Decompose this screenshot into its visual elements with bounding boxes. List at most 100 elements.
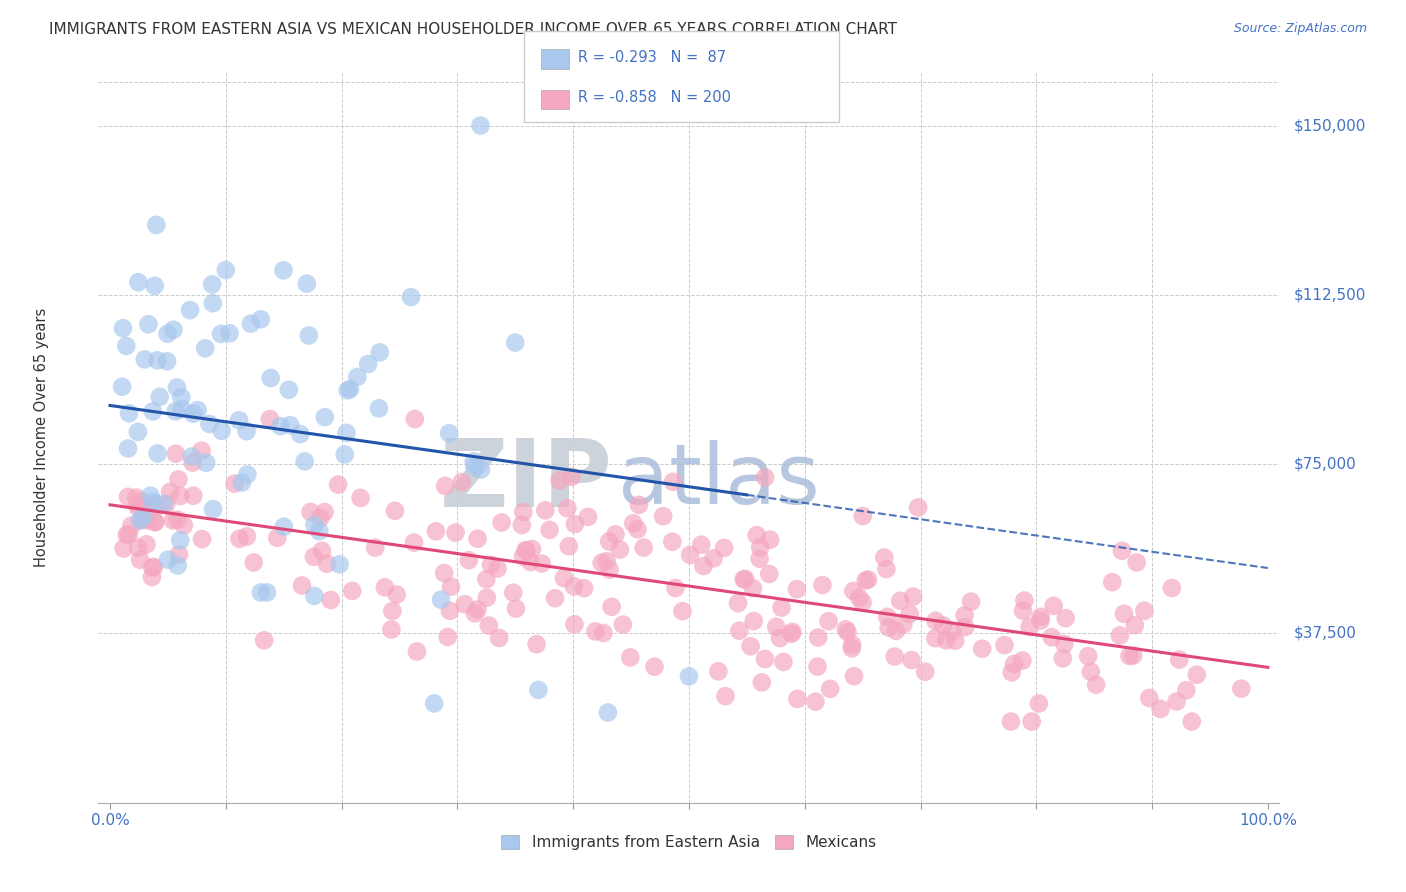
Point — [605, 527, 627, 541]
Point — [898, 607, 921, 621]
Point — [503, 335, 526, 350]
Point — [1111, 544, 1133, 558]
Point — [152, 497, 174, 511]
Point — [1123, 618, 1146, 632]
Point — [326, 477, 349, 491]
Point — [146, 353, 169, 368]
Point — [555, 501, 578, 516]
Point — [852, 508, 875, 523]
Point — [786, 582, 808, 597]
Point — [1000, 714, 1022, 729]
Point — [1166, 694, 1188, 708]
Point — [198, 417, 221, 431]
Point — [278, 418, 301, 433]
Point — [129, 494, 152, 508]
Point — [953, 620, 976, 634]
Point — [1085, 678, 1108, 692]
Point — [592, 626, 614, 640]
Point — [211, 424, 233, 438]
Point — [901, 590, 924, 604]
Point — [600, 599, 623, 614]
Point — [1054, 611, 1077, 625]
Point — [181, 456, 204, 470]
Point — [558, 539, 581, 553]
Point — [576, 509, 599, 524]
Point — [1042, 599, 1064, 613]
Point — [467, 532, 489, 546]
Point — [138, 318, 160, 332]
Point — [346, 370, 368, 384]
Point — [117, 442, 139, 456]
Point — [806, 659, 828, 673]
Point — [1101, 575, 1123, 590]
Point — [467, 602, 489, 616]
Point — [470, 462, 492, 476]
Point — [914, 665, 936, 679]
Point — [561, 470, 583, 484]
Point — [1168, 652, 1191, 666]
Text: $112,500: $112,500 — [1294, 287, 1365, 302]
Point — [749, 541, 772, 555]
Point — [118, 527, 141, 541]
Point — [748, 551, 770, 566]
Point — [187, 403, 209, 417]
Point — [167, 472, 190, 486]
Point — [627, 498, 650, 512]
Point — [146, 499, 169, 513]
Point — [121, 518, 143, 533]
Point — [165, 447, 187, 461]
Point — [900, 653, 922, 667]
Point — [817, 614, 839, 628]
Point — [139, 489, 162, 503]
Point — [583, 624, 606, 639]
Point — [1001, 665, 1024, 680]
Point — [142, 404, 165, 418]
Point — [754, 470, 776, 484]
Point — [530, 557, 553, 571]
Point — [111, 321, 134, 335]
Point — [127, 425, 149, 439]
Point — [1029, 614, 1052, 628]
Point — [166, 513, 188, 527]
Point — [368, 345, 391, 359]
Point — [169, 489, 191, 503]
Point — [786, 692, 808, 706]
Point — [935, 633, 957, 648]
Point — [304, 589, 326, 603]
Point — [742, 581, 765, 595]
Point — [818, 681, 841, 696]
Point — [179, 303, 201, 318]
Point — [146, 446, 169, 460]
Point — [273, 263, 295, 277]
Point — [115, 528, 138, 542]
Point — [406, 644, 429, 658]
Point — [195, 456, 218, 470]
Point — [364, 541, 387, 555]
Point — [256, 585, 278, 599]
Point — [924, 631, 946, 645]
Point — [751, 675, 773, 690]
Point — [166, 558, 188, 573]
Point — [190, 443, 212, 458]
Text: atlas: atlas — [619, 441, 820, 522]
Point — [143, 515, 166, 529]
Point — [564, 517, 586, 532]
Point — [349, 491, 371, 505]
Point — [520, 541, 543, 556]
Point — [907, 500, 929, 515]
Point — [335, 425, 357, 440]
Point — [202, 502, 225, 516]
Point — [143, 515, 166, 529]
Point — [215, 263, 238, 277]
Point — [475, 572, 498, 586]
Point — [439, 604, 461, 618]
Point — [644, 659, 666, 673]
Text: Householder Income Over 65 years: Householder Income Over 65 years — [34, 308, 49, 566]
Point — [169, 533, 191, 548]
Point — [430, 592, 453, 607]
Point — [740, 640, 762, 654]
Point — [273, 520, 295, 534]
Point — [166, 380, 188, 394]
Point — [1018, 620, 1040, 634]
Point — [125, 491, 148, 505]
